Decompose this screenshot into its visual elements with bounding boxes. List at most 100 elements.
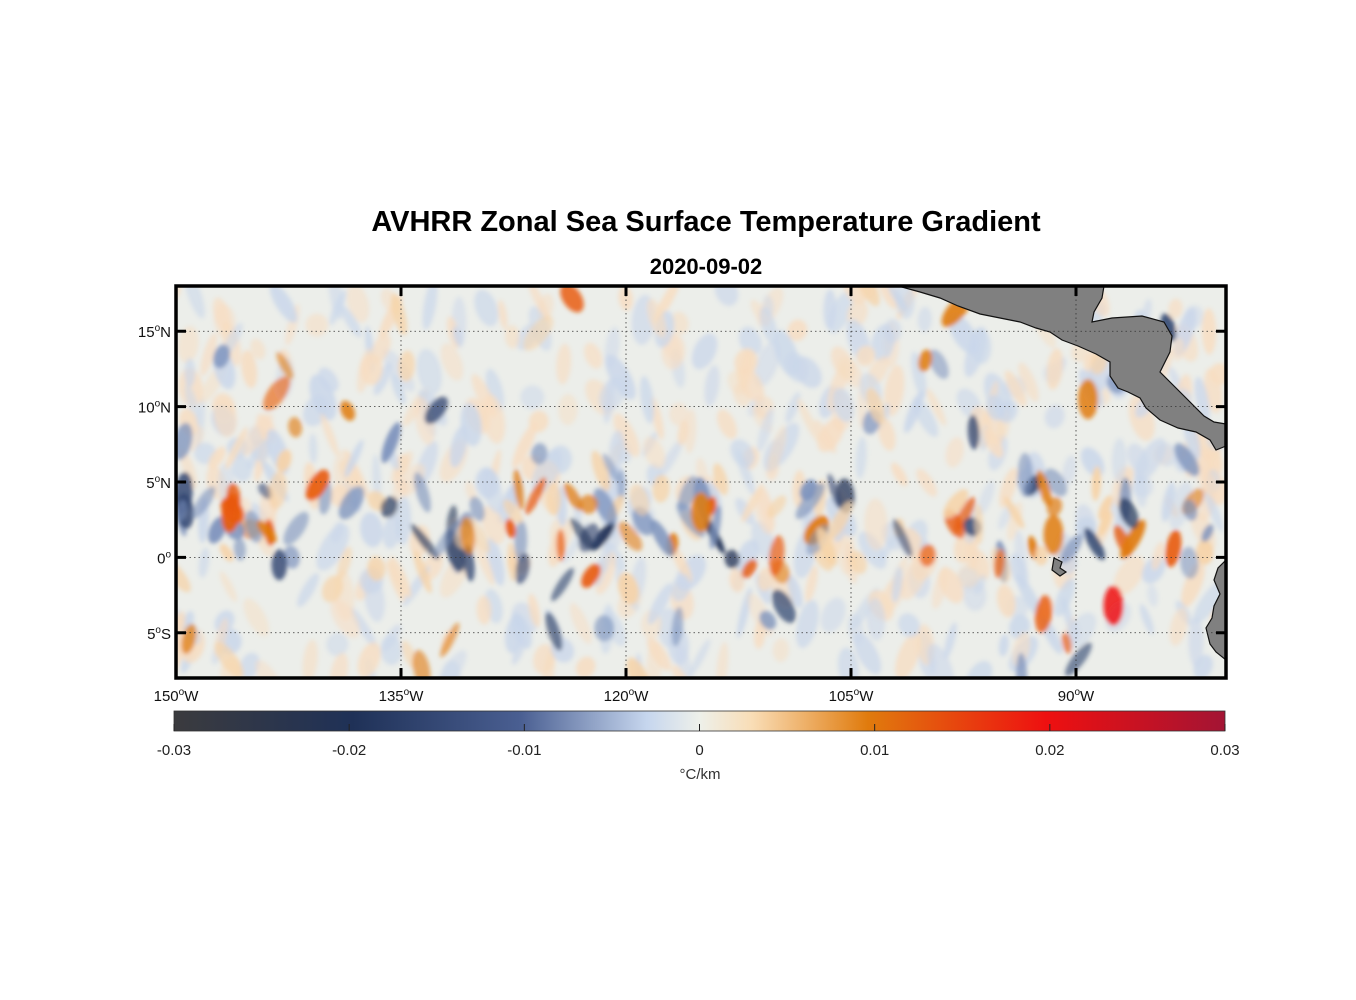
field-blob	[904, 390, 924, 433]
field-blob	[416, 348, 442, 396]
field-blob	[1007, 501, 1023, 541]
field-blob	[878, 417, 896, 451]
field-feature	[283, 511, 309, 545]
field-feature	[1182, 499, 1198, 521]
field-blob	[1046, 348, 1063, 390]
field-feature	[618, 521, 643, 551]
field-feature	[1044, 468, 1068, 497]
field-blob	[858, 531, 887, 569]
field-blob	[436, 650, 467, 678]
field-blob	[884, 364, 905, 417]
field-blob	[855, 436, 867, 479]
field-feature	[650, 519, 674, 557]
longitude-tick-label: 120oW	[604, 687, 650, 705]
field-feature	[629, 484, 650, 516]
land-south-america	[1205, 559, 1226, 661]
field-feature	[305, 469, 330, 501]
field-feature	[276, 351, 294, 379]
field-feature	[563, 483, 583, 511]
field-feature	[460, 517, 476, 555]
field-blob	[891, 462, 908, 487]
field-blob	[670, 311, 689, 335]
chart-subtitle: 2020-09-02	[649, 254, 763, 279]
field-blob	[584, 342, 603, 369]
field-blob	[357, 642, 381, 678]
field-feature	[340, 400, 356, 421]
field-blob	[643, 436, 666, 469]
field-feature	[257, 520, 277, 543]
field-blob	[773, 329, 799, 377]
field-blob	[1054, 578, 1075, 617]
field-blob	[714, 286, 739, 306]
field-blob	[370, 333, 391, 364]
field-blob	[898, 613, 920, 638]
field-feature	[560, 286, 584, 313]
field-feature	[827, 501, 853, 540]
field-blob	[475, 467, 500, 499]
field-feature	[709, 505, 722, 550]
field-blob	[669, 402, 689, 426]
field-blob	[1204, 491, 1224, 532]
field-blob	[481, 505, 506, 544]
field-feature	[1097, 510, 1112, 537]
field-blob	[729, 568, 745, 593]
field-blob	[753, 341, 781, 387]
field-blob	[527, 286, 550, 321]
field-feature	[176, 422, 193, 460]
field-blob	[213, 397, 237, 437]
field-blob	[308, 433, 318, 464]
field-blob	[184, 383, 200, 427]
field-feature	[531, 443, 548, 465]
field-blob	[647, 637, 671, 671]
field-blob	[796, 398, 821, 444]
field-feature	[617, 572, 639, 605]
field-feature	[593, 488, 617, 525]
field-blob	[471, 374, 497, 418]
field-blob	[983, 427, 1004, 458]
field-blob	[184, 358, 196, 387]
field-blob	[556, 343, 572, 385]
field-feature	[866, 387, 885, 425]
field-blob	[787, 574, 803, 609]
latitude-tick-label: 15oN	[138, 323, 171, 341]
field-blob	[1133, 438, 1166, 483]
field-blob	[974, 574, 986, 595]
field-feature	[467, 517, 491, 553]
field-blob	[1012, 631, 1031, 668]
field-feature	[591, 450, 611, 491]
field-feature	[1034, 545, 1048, 566]
longitude-tick-label: 150oW	[154, 687, 200, 705]
land-mask	[897, 286, 1226, 661]
field-feature	[545, 612, 563, 651]
field-blob	[820, 597, 846, 633]
field-blob	[198, 547, 210, 578]
field-blob	[184, 286, 205, 319]
field-feature	[943, 489, 969, 518]
field-feature	[1004, 496, 1025, 529]
field-blob	[440, 343, 464, 381]
field-feature	[602, 453, 620, 483]
field-blob	[389, 556, 412, 598]
field-feature	[220, 496, 245, 524]
field-blob	[1147, 584, 1158, 607]
field-blob	[938, 567, 964, 604]
field-blob	[856, 345, 876, 367]
field-feature	[208, 516, 227, 544]
field-blob	[318, 367, 339, 392]
field-blob	[945, 437, 964, 468]
field-blob	[528, 593, 541, 628]
field-blob	[603, 377, 615, 424]
field-feature	[816, 527, 838, 567]
field-feature	[413, 472, 431, 513]
field-feature	[1061, 632, 1072, 654]
field-blob	[390, 373, 406, 405]
field-blob	[1014, 530, 1027, 580]
field-feature	[1046, 497, 1063, 517]
field-blob	[998, 634, 1009, 657]
field-blob	[785, 392, 801, 424]
gradient-field	[176, 286, 1226, 678]
field-blob	[864, 498, 888, 551]
field-feature	[440, 622, 460, 658]
field-blob	[1015, 573, 1043, 619]
